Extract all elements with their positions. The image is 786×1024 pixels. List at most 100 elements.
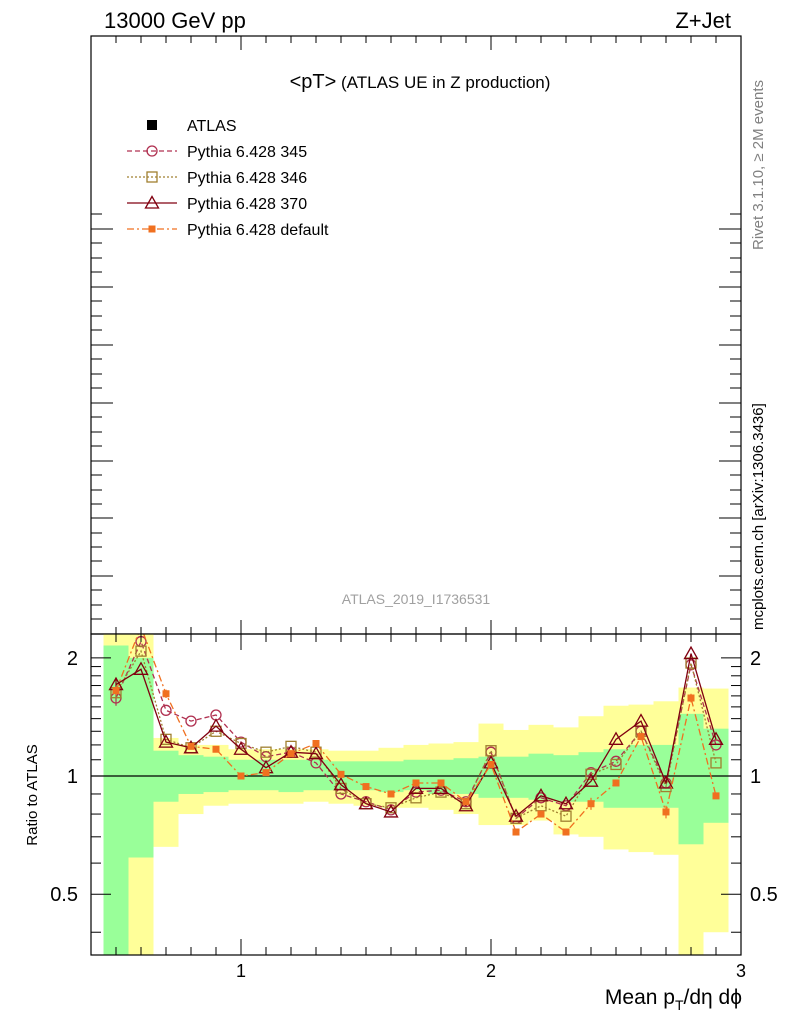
- series-point: [233, 741, 249, 755]
- series-line: [115, 653, 717, 818]
- x-axis-label: Mean pT/dη dϕ: [605, 986, 742, 1013]
- series-point: [562, 828, 570, 836]
- legend-label: ATLAS: [187, 118, 237, 135]
- series-point: [658, 775, 674, 789]
- x-tick-label: 1: [236, 961, 246, 981]
- legend-label: Pythia 6.428 370: [187, 196, 307, 213]
- green-band-bin: [378, 761, 404, 793]
- legend-marker: [144, 195, 160, 209]
- series-point: [133, 661, 149, 675]
- series-point: [587, 800, 595, 808]
- plot-title: <pT> (ATLAS UE in Z production): [290, 71, 551, 93]
- legend-marker: [146, 145, 158, 157]
- x-axis-label-subscript: T: [675, 997, 684, 1013]
- legend-entry: Pythia 6.428 default: [127, 222, 329, 239]
- plot-title-sub: (ATLAS UE in Z production): [336, 73, 550, 92]
- series-point: [337, 770, 345, 778]
- series-point: [433, 780, 449, 795]
- series-point: [412, 779, 420, 787]
- series-point: [508, 808, 524, 822]
- legend-marker: [147, 120, 157, 130]
- legend-marker: [146, 171, 158, 183]
- series-point: [610, 758, 622, 771]
- series-point: [662, 808, 670, 816]
- series-point: [333, 776, 349, 791]
- legend-entry: Pythia 6.428 346: [127, 170, 307, 187]
- y-tick-label-left: 1: [67, 766, 78, 788]
- series-point: [710, 757, 722, 769]
- series-point: [537, 810, 545, 818]
- series-point: [533, 788, 549, 802]
- series-point: [608, 731, 624, 745]
- green-band-bin: [528, 753, 554, 800]
- y-tick-label-right: 0.5: [750, 884, 778, 906]
- y-tick-label-left: 2: [67, 648, 78, 670]
- legend-label: Pythia 6.428 default: [187, 222, 329, 239]
- legend-entry: Pythia 6.428 370: [127, 195, 307, 213]
- series-point: [358, 795, 374, 810]
- header-left: 13000 GeV pp: [104, 8, 246, 33]
- series-point: [287, 750, 295, 758]
- legend: ATLAS Pythia 6.428 345 Pythia 6.428 346 Pyt…: [127, 118, 329, 239]
- series-point: [383, 804, 399, 818]
- legend-entry: Pythia 6.428 345: [127, 144, 307, 161]
- series-point: [408, 780, 424, 795]
- ratio-panel-ticks: 1 2 3 0.5 0.5 1 1 2 2: [50, 634, 778, 981]
- series-point: [312, 740, 320, 748]
- main-panel-ticks: [91, 36, 741, 634]
- series-point: [260, 746, 272, 758]
- y-tick-label-left: 0.5: [50, 884, 78, 906]
- green-band-bin: [578, 752, 604, 802]
- series-point: [687, 694, 695, 702]
- series-point: [560, 810, 572, 822]
- x-axis-label-part: Mean p: [605, 986, 675, 1009]
- series-point: [683, 645, 699, 660]
- series-line: [115, 639, 717, 820]
- series-point: [462, 798, 470, 806]
- legend-label: Pythia 6.428 345: [187, 144, 307, 161]
- legend-marker: [148, 225, 156, 233]
- series-point: [262, 769, 270, 777]
- green-band-bin: [128, 657, 154, 858]
- x-axis-label-part: /dη dϕ: [684, 986, 742, 1009]
- green-band-bin: [178, 755, 204, 794]
- series-point: [558, 795, 574, 810]
- series-point: [187, 742, 195, 750]
- rivet-label: Rivet 3.1.10, ≥ 2M events: [750, 80, 767, 250]
- y-axis-label: Ratio to ATLAS: [24, 744, 41, 845]
- series-point: [633, 713, 649, 727]
- x-tick-label: 2: [486, 961, 496, 981]
- series-point: [583, 773, 599, 787]
- y-tick-label-right: 2: [750, 648, 761, 670]
- series-point: [512, 828, 520, 836]
- series-point: [387, 790, 395, 798]
- header-right: Z+Jet: [675, 8, 731, 33]
- series-point: [585, 768, 597, 780]
- series-point: [162, 690, 170, 698]
- series-point: [237, 772, 245, 780]
- series-point: [712, 792, 720, 800]
- green-band-bin: [503, 756, 529, 798]
- series-group: [112, 634, 720, 836]
- series-point: [708, 731, 724, 745]
- green-band-bin: [203, 756, 229, 793]
- series-point: [437, 779, 445, 787]
- series-point: [637, 733, 645, 741]
- series-point: [158, 734, 174, 748]
- x-tick-label: 3: [736, 961, 746, 981]
- analysis-watermark: ATLAS_2019_I1736531: [342, 591, 491, 607]
- series-point: [212, 745, 220, 753]
- series-point: [135, 645, 147, 657]
- series-point: [185, 715, 197, 727]
- mcplots-label: mcplots.cern.ch [arXiv:1306.3436]: [750, 403, 767, 630]
- uncertainty-bands: [103, 634, 729, 955]
- series-point: [160, 704, 172, 716]
- series-point: [410, 786, 422, 798]
- series-point: [308, 745, 324, 760]
- series-point: [487, 760, 495, 768]
- legend-label: Pythia 6.428 346: [187, 170, 307, 187]
- y-tick-label-right: 1: [750, 766, 761, 788]
- plot-title-main: <pT>: [290, 71, 337, 93]
- series-point: [112, 687, 120, 695]
